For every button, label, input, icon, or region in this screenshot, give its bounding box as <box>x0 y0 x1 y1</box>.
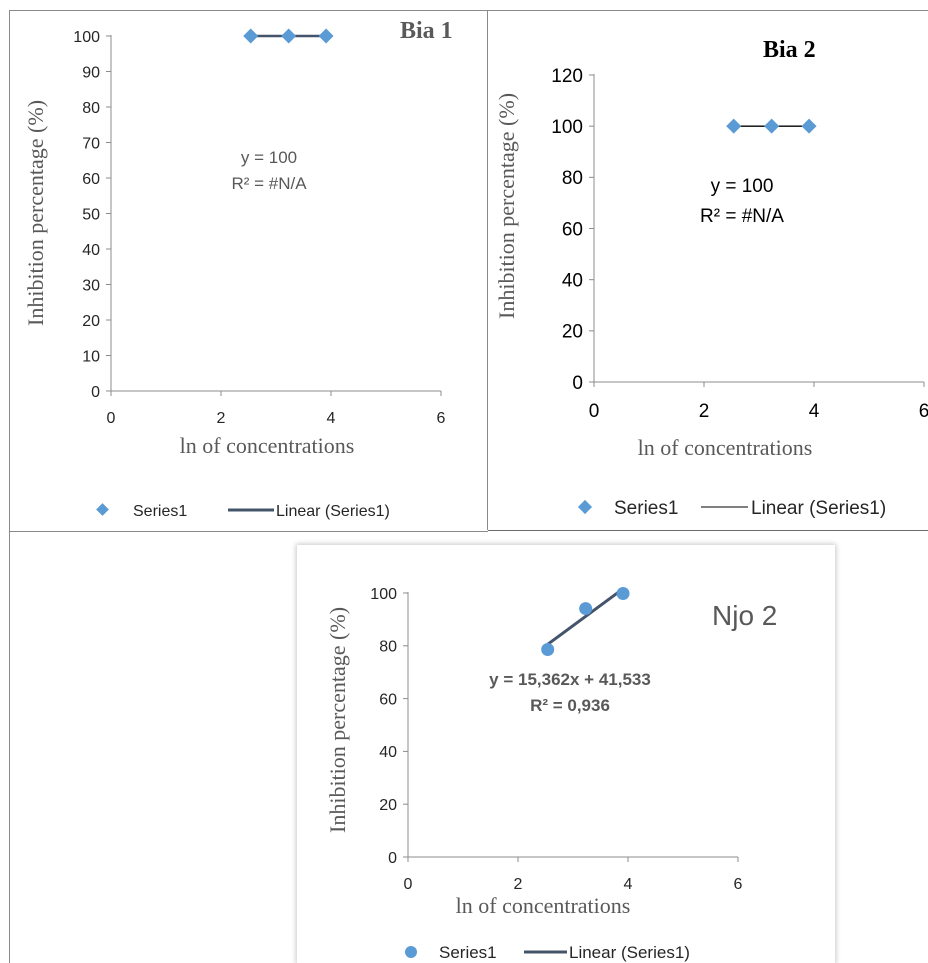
y-tick-label: 80 <box>379 639 397 656</box>
chart-panel-bia-1: Bia 1 0 10 20 30 40 50 60 70 80 90 100 0 2 4 6 Inhibit… <box>9 10 488 532</box>
x-axis-label: ln of concentrations <box>456 893 631 918</box>
y-tick-label: 50 <box>82 206 100 223</box>
legend: Series1 Linear (Series1) <box>96 503 390 520</box>
y-tick-label: 100 <box>370 586 397 603</box>
y-tick-label: 60 <box>562 219 583 240</box>
y-tick-label: 30 <box>82 277 100 294</box>
y-tick-label: 120 <box>551 66 583 87</box>
data-point <box>579 602 593 616</box>
y-tick-label: 20 <box>562 322 583 343</box>
chart-njo-2: Njo 2 0 20 40 60 80 100 0 2 4 6 Inhibition percen… <box>325 586 777 962</box>
legend-label-series: Series1 <box>614 498 678 519</box>
y-tick-label: 90 <box>82 64 100 81</box>
y-tick-label: 40 <box>562 271 583 292</box>
y-tick-label: 60 <box>82 171 100 188</box>
plot-area: 0 20 40 60 80 100 0 2 4 6 <box>370 586 742 893</box>
chart-panel-bia-2: Bia 2 0 20 40 60 80 100 120 0 2 4 6 Inhibition per… <box>487 10 928 530</box>
data-point <box>281 28 297 44</box>
y-tick-label: 20 <box>379 797 397 814</box>
x-tick-label: 6 <box>437 410 446 427</box>
x-tick-label: 0 <box>107 410 116 427</box>
panel-divider-left <box>9 530 10 963</box>
chart-panel-njo-2: Njo 2 0 20 40 60 80 100 0 2 4 6 Inhibition percen… <box>297 545 835 963</box>
y-axis-label: Inhibition percentage (%) <box>325 607 350 833</box>
y-tick-label: 40 <box>82 242 100 259</box>
x-tick-label: 6 <box>919 401 928 422</box>
legend: Series1 Linear (Series1) <box>405 943 690 962</box>
trendline-r-squared: R² = #N/A <box>700 206 784 227</box>
data-point <box>541 642 555 656</box>
legend-label-series: Series1 <box>439 943 497 962</box>
data-point <box>726 118 742 134</box>
y-tick-label: 10 <box>82 348 100 365</box>
data-point <box>318 28 334 44</box>
chart-title: Bia 2 <box>763 37 816 63</box>
trendline-r-squared: R² = 0,936 <box>530 696 610 715</box>
legend-label-trendline: Linear (Series1) <box>569 943 690 962</box>
plot-area: 0 20 40 60 80 100 120 0 2 4 6 <box>551 66 928 422</box>
legend-label-trendline: Linear (Series1) <box>276 503 390 520</box>
x-tick-label: 2 <box>699 401 710 422</box>
trendline-equation: y = 100 <box>711 176 774 197</box>
trendline-equation: y = 100 <box>241 148 297 167</box>
x-tick-label: 4 <box>327 410 336 427</box>
y-tick-label: 0 <box>572 373 583 394</box>
y-tick-label: 80 <box>562 168 583 189</box>
x-tick-label: 0 <box>404 876 413 893</box>
y-tick-label: 20 <box>82 313 100 330</box>
y-tick-label: 0 <box>91 384 100 401</box>
chart-bia-1: Bia 1 0 10 20 30 40 50 60 70 80 90 100 0 2 4 6 Inhibit… <box>23 18 453 520</box>
trendline <box>546 587 624 646</box>
trendline-equation: y = 15,362x + 41,533 <box>489 670 651 689</box>
y-tick-label: 100 <box>73 29 100 46</box>
legend-label-series: Series1 <box>133 503 187 520</box>
data-point <box>764 118 780 134</box>
legend-label-trendline: Linear (Series1) <box>751 498 886 519</box>
legend-marker-circle <box>405 946 417 958</box>
y-tick-label: 70 <box>82 135 100 152</box>
y-tick-label: 0 <box>388 850 397 867</box>
x-tick-label: 4 <box>624 876 633 893</box>
y-tick-label: 40 <box>379 744 397 761</box>
data-point <box>243 28 259 44</box>
x-tick-label: 2 <box>514 876 523 893</box>
y-tick-label: 60 <box>379 691 397 708</box>
legend: Series1 Linear (Series1) <box>577 498 886 519</box>
data-point <box>801 118 817 134</box>
y-axis-label: Inhibition percentage (%) <box>23 100 48 326</box>
chart-title: Bia 1 <box>400 18 453 44</box>
legend-marker-diamond <box>96 503 109 516</box>
chart-bia-2: Bia 2 0 20 40 60 80 100 120 0 2 4 6 Inhibition per… <box>494 37 928 519</box>
chart-title: Njo 2 <box>712 600 777 631</box>
trendline-r-squared: R² = #N/A <box>231 174 307 193</box>
data-point <box>616 587 630 601</box>
plot-area: 0 10 20 30 40 50 60 70 80 90 100 0 2 4 6 <box>73 28 446 427</box>
x-axis-label: ln of concentrations <box>180 433 355 458</box>
x-tick-label: 6 <box>734 876 743 893</box>
x-tick-label: 4 <box>809 401 820 422</box>
y-tick-label: 80 <box>82 100 100 117</box>
x-axis-label: ln of concentrations <box>638 435 813 460</box>
x-tick-label: 2 <box>217 410 226 427</box>
y-axis-label: Inhibition percentage (%) <box>494 93 519 319</box>
y-tick-label: 100 <box>551 117 583 138</box>
x-tick-label: 0 <box>589 401 600 422</box>
legend-marker-diamond <box>577 499 593 515</box>
